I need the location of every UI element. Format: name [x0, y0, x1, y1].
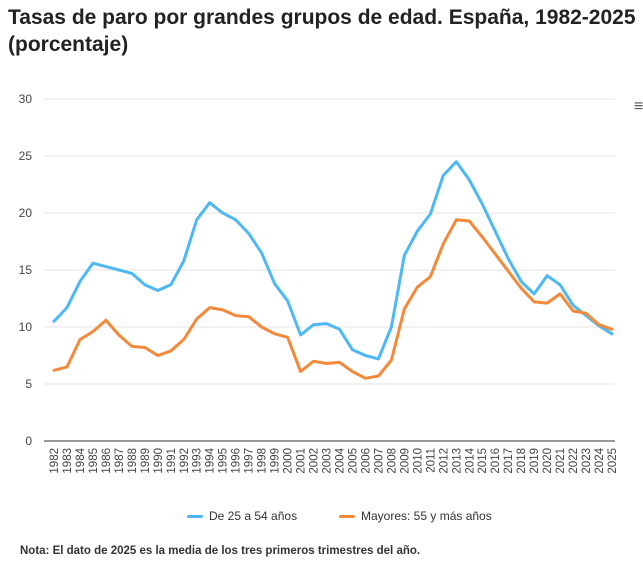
x-tick-label: 2001	[296, 448, 308, 474]
x-tick-label: 1987	[114, 448, 126, 474]
legend-label: De 25 a 54 años	[209, 509, 298, 523]
x-tick-label: 2019	[529, 448, 541, 474]
x-tick-label: 1991	[166, 448, 178, 474]
x-tick-label: 2025	[607, 448, 619, 474]
x-tick-label: 1998	[257, 448, 269, 474]
y-tick-label: 10	[19, 320, 33, 334]
x-tick-label: 1990	[153, 448, 165, 474]
hamburger-menu-icon[interactable]: ≡	[634, 98, 643, 115]
y-tick-label: 0	[25, 434, 32, 448]
y-tick-label: 25	[19, 149, 33, 163]
x-tick-label: 1997	[244, 448, 256, 474]
x-tick-label: 2002	[309, 448, 321, 474]
x-tick-label: 2000	[283, 448, 295, 474]
series-line-55-plus	[52, 218, 614, 380]
footnote: Nota: El dato de 2025 es la media de los…	[20, 545, 421, 557]
y-tick-label: 20	[19, 206, 33, 220]
x-tick-label: 1992	[179, 448, 191, 474]
x-tick-label: 2015	[477, 448, 489, 474]
x-tick-label: 1985	[88, 448, 100, 474]
x-tick-label: 1989	[140, 448, 152, 474]
x-tick-label: 2009	[399, 448, 411, 474]
x-tick-label: 2012	[438, 448, 450, 474]
x-tick-label: 1982	[49, 448, 61, 474]
legend-swatch	[339, 514, 355, 518]
x-tick-label: 1986	[101, 448, 113, 474]
x-tick-label: 2013	[451, 448, 463, 474]
legend-item-25-54[interactable]: De 25 a 54 años	[187, 509, 297, 523]
x-tick-label: 1983	[62, 448, 74, 474]
legend-label: Mayores: 55 y más años	[361, 509, 492, 523]
x-tick-label: 1996	[231, 448, 243, 474]
x-tick-label: 2021	[555, 448, 567, 474]
legend-swatch	[187, 514, 203, 518]
y-tick-label: 30	[19, 92, 33, 106]
x-tick-label: 2016	[490, 448, 502, 474]
x-tick-label: 2008	[386, 448, 398, 474]
legend-item-55-plus[interactable]: Mayores: 55 y más años	[339, 509, 492, 523]
x-tick-label: 2011	[425, 448, 437, 473]
x-tick-label: 2018	[516, 448, 528, 474]
y-tick-label: 15	[19, 263, 33, 277]
x-tick-label: 1994	[205, 447, 217, 473]
x-tick-label: 1999	[270, 448, 282, 474]
x-tick-label: 2005	[347, 448, 359, 474]
x-tick-label: 2010	[412, 448, 424, 474]
x-tick-label: 1988	[127, 448, 139, 474]
x-tick-label: 2022	[568, 448, 580, 474]
series-line-25-54	[52, 160, 614, 361]
x-tick-label: 2014	[464, 447, 476, 473]
x-tick-label: 1984	[75, 447, 87, 473]
x-tick-label: 2003	[322, 448, 334, 474]
chart-title: Tasas de paro por grandes grupos de edad…	[8, 6, 636, 56]
y-tick-label: 5	[25, 377, 32, 391]
x-tick-label: 1993	[192, 448, 204, 474]
x-tick-label: 2024	[594, 447, 606, 473]
x-tick-label: 1995	[218, 448, 230, 474]
x-tick-label: 2006	[360, 448, 372, 474]
x-tick-label: 2023	[581, 448, 593, 474]
x-tick-label: 2020	[542, 448, 554, 474]
x-tick-label: 2017	[503, 448, 515, 474]
x-tick-label: 2004	[334, 447, 346, 473]
x-tick-label: 2007	[373, 448, 385, 474]
